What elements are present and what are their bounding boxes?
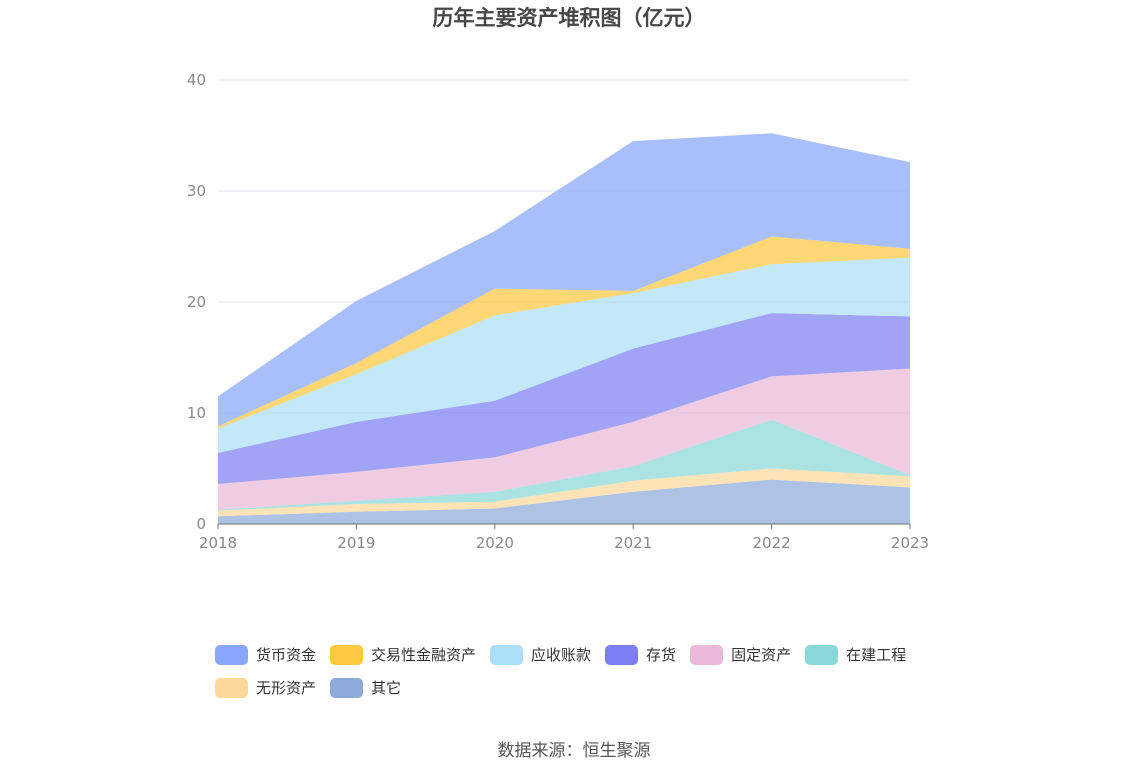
legend-item-cash[interactable]: 货币资金 <box>215 644 316 665</box>
legend-item-intangible[interactable]: 无形资产 <box>215 677 316 698</box>
legend-swatch <box>605 644 639 665</box>
y-tick-label: 10 <box>187 404 206 422</box>
x-tick-label: 2018 <box>199 534 237 552</box>
legend-label: 在建工程 <box>846 646 907 664</box>
legend-swatch <box>490 644 524 665</box>
area-series-5 <box>218 257 910 453</box>
area-series-3 <box>218 368 910 510</box>
x-tick-label: 2023 <box>891 534 929 552</box>
x-tick-label: 2022 <box>753 534 791 552</box>
area-series-0 <box>218 479 910 524</box>
legend-row-2: 无形资产 其它 <box>215 671 975 704</box>
chart-title: 历年主要资产堆积图（亿元） <box>432 6 706 30</box>
legend-row-1: 货币资金 交易性金融资产 应收账款 存货 固定资产 在建工程 <box>215 638 975 671</box>
stacked-area-chart: 0 10 20 30 40 2018 2019 2020 2021 2022 2023 <box>187 71 929 552</box>
y-tick-label: 0 <box>196 515 206 533</box>
legend-label: 其它 <box>371 679 402 697</box>
legend-item-construction[interactable]: 在建工程 <box>805 644 906 665</box>
legend-swatch <box>330 644 364 665</box>
legend-label: 应收账款 <box>531 646 592 664</box>
legend-swatch <box>690 644 724 665</box>
area-series-6 <box>218 236 910 429</box>
area-series-4 <box>218 313 910 485</box>
area-series-2 <box>218 419 910 511</box>
legend-swatch <box>215 644 248 665</box>
legend-label: 固定资产 <box>731 646 792 664</box>
legend-swatch <box>215 677 248 698</box>
x-tick-label: 2020 <box>476 534 514 552</box>
legend-item-inventory[interactable]: 存货 <box>605 644 676 665</box>
area-series-1 <box>218 468 910 517</box>
area-series-7 <box>218 133 910 427</box>
legend-label: 存货 <box>646 646 677 664</box>
legend-item-fixed-assets[interactable]: 固定资产 <box>690 644 791 665</box>
x-tick-label: 2019 <box>337 534 375 552</box>
legend-item-receivables[interactable]: 应收账款 <box>490 644 591 665</box>
legend-swatch <box>805 644 839 665</box>
legend-item-other[interactable]: 其它 <box>330 677 401 698</box>
y-tick-label: 30 <box>187 182 206 200</box>
legend-label: 货币资金 <box>256 646 317 664</box>
legend-item-trading-assets[interactable]: 交易性金融资产 <box>330 644 476 665</box>
x-tick-label: 2021 <box>614 534 652 552</box>
data-source: 数据来源：恒生聚源 <box>497 741 651 761</box>
legend-label: 无形资产 <box>256 679 317 697</box>
y-tick-label: 40 <box>187 71 206 89</box>
legend-label: 交易性金融资产 <box>371 646 477 664</box>
y-tick-label: 20 <box>187 293 206 311</box>
legend: 货币资金 交易性金融资产 应收账款 存货 固定资产 在建工程 无形资产 <box>215 638 975 704</box>
legend-swatch <box>330 677 364 698</box>
